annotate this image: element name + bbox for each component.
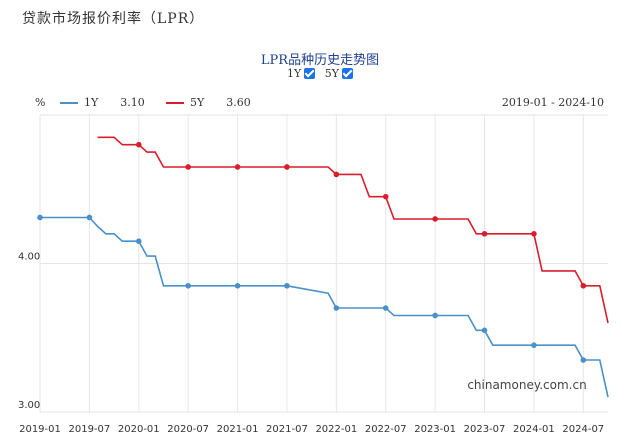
- data-point-1y: [333, 305, 340, 311]
- legend-line-5y: [166, 101, 184, 104]
- toggle-5y[interactable]: 5Y: [324, 67, 354, 80]
- data-point-1y: [86, 214, 93, 221]
- x-tick-label: 2020-07: [167, 424, 209, 435]
- legend-name-5y: 5Y: [190, 96, 205, 109]
- data-point-5y: [382, 193, 389, 200]
- data-point-1y: [481, 327, 488, 334]
- watermark-text: chinamoney.com.cn: [467, 378, 586, 392]
- data-point-1y: [234, 282, 241, 289]
- x-tick-label: 2021-01: [217, 424, 259, 435]
- page-title: 贷款市场报价利率（LPR）: [22, 11, 205, 27]
- legend-value-5y: 3.60: [226, 96, 251, 109]
- data-point-1y: [382, 305, 389, 311]
- data-point-1y: [580, 357, 587, 363]
- legend-name-1y: 1Y: [84, 96, 99, 109]
- x-tick-label: 2022-01: [315, 424, 357, 435]
- data-point-1y: [432, 312, 438, 319]
- x-tick-label: 2024-07: [562, 424, 604, 435]
- x-tick-label: 2022-07: [365, 424, 407, 435]
- checkbox-5y[interactable]: [342, 68, 354, 79]
- y-tick-label: 4.00: [18, 252, 40, 263]
- chart-title: LPR品种历史走势图: [260, 53, 380, 68]
- data-point-5y: [432, 216, 438, 222]
- data-point-5y: [481, 231, 488, 237]
- legend-item-5y[interactable]: 5Y 3.60: [166, 96, 251, 109]
- toggle-5y-label: 5Y: [324, 67, 340, 80]
- x-tick-label: 2023-01: [414, 424, 456, 435]
- data-point-5y: [135, 141, 142, 148]
- x-tick-label: 2019-07: [68, 424, 110, 435]
- data-point-1y: [284, 282, 290, 289]
- toggle-1y[interactable]: 1Y: [286, 67, 316, 80]
- toggle-1y-label: 1Y: [286, 67, 302, 80]
- data-point-1y: [37, 214, 43, 221]
- series-line-5y: [97, 136, 609, 324]
- x-tick-label: 2021-07: [266, 424, 308, 435]
- data-point-5y: [234, 164, 241, 170]
- data-point-5y: [580, 282, 587, 289]
- data-point-5y: [531, 231, 537, 237]
- data-point-5y: [185, 164, 191, 170]
- checkbox-1y[interactable]: [304, 68, 316, 79]
- x-tick-label: 2020-01: [118, 424, 160, 435]
- data-point-1y: [185, 282, 191, 289]
- y-tick-label: 3.00: [18, 400, 40, 411]
- legend-line-1y: [60, 101, 78, 104]
- y-unit-label: %: [35, 96, 46, 109]
- series-toggles: 1Y 5Y: [0, 67, 640, 80]
- data-point-1y: [135, 238, 142, 245]
- date-range-label: 2019-01 - 2024-10: [501, 96, 604, 109]
- data-point-5y: [284, 164, 290, 170]
- data-point-5y: [333, 171, 340, 178]
- data-point-1y: [531, 342, 537, 348]
- x-tick-label: 2019-01: [19, 424, 61, 435]
- legend-value-1y: 3.10: [120, 96, 145, 109]
- x-tick-label: 2023-07: [464, 424, 506, 435]
- series-line-1y: [40, 216, 609, 398]
- legend-item-1y[interactable]: 1Y 3.10: [60, 96, 145, 109]
- x-tick-label: 2024-01: [513, 424, 555, 435]
